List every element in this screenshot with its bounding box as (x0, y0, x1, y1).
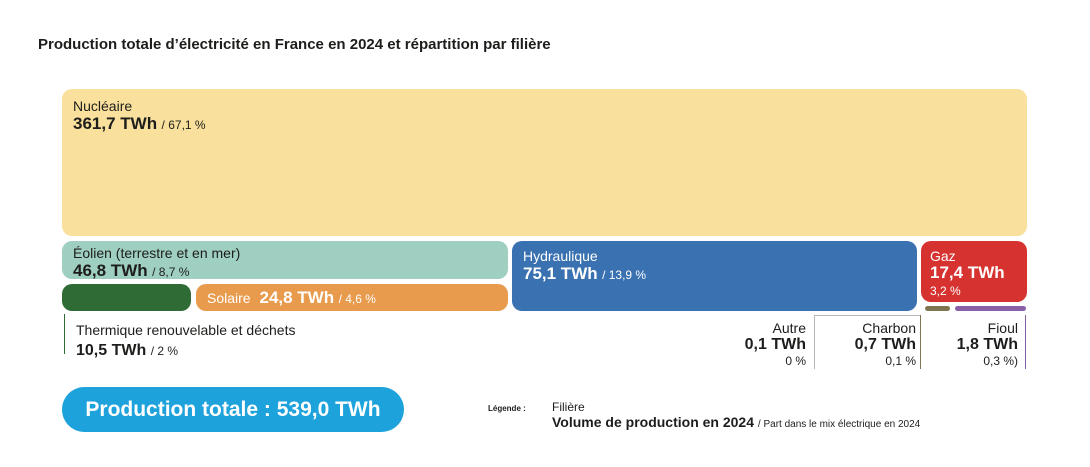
block-nucleaire: Nucléaire 361,7 TWh / 67,1 % (62, 89, 1027, 236)
legend-label: Légende : (488, 404, 526, 413)
bar-fioul (955, 306, 1026, 311)
leader-charbon-right (920, 315, 921, 369)
share-eolien: / 8,7 % (152, 265, 190, 279)
label-autre: Autre (772, 320, 806, 336)
label-gaz: Gaz (930, 248, 956, 264)
value-hydraulique: 75,1 TWh (523, 264, 598, 283)
label-solaire: Solaire (207, 290, 251, 306)
block-solaire: Solaire 24,8 TWh / 4,6 % (196, 284, 508, 311)
block-thermique (62, 284, 191, 311)
value-eolien: 46,8 TWh (73, 261, 148, 280)
leader-fioul (1025, 315, 1026, 369)
share-charbon: 0,1 % (885, 354, 916, 368)
legend-part: / Part dans le mix électrique en 2024 (757, 419, 921, 430)
label-eolien: Éolien (terrestre et en mer) (73, 245, 241, 261)
value-gaz: 17,4 TWh (930, 263, 1005, 282)
chart-title: Production totale d’électricité en Franc… (38, 36, 551, 53)
share-gaz: 3,2 % (930, 284, 961, 298)
label-hydraulique: Hydraulique (523, 248, 598, 264)
ext-autre: Autre 0,1 TWh 0 % (706, 320, 806, 368)
share-autre: 0 % (785, 354, 806, 368)
value-nucleaire: 361,7 TWh (73, 114, 158, 133)
share-hydraulique: / 13,9 % (602, 268, 647, 282)
block-hydraulique: Hydraulique 75,1 TWh / 13,9 % (512, 241, 917, 311)
block-eolien: Éolien (terrestre et en mer) 46,8 TWh / … (62, 241, 508, 280)
value-solaire: 24,8 TWh (259, 288, 335, 307)
ext-fioul: Fioul 1,8 TWh 0,3 %) (926, 320, 1018, 368)
legend-volume-line: Volume de production en 2024 / Part dans… (552, 414, 920, 430)
label-charbon: Charbon (862, 320, 916, 336)
leader-charbon-top (814, 315, 920, 316)
total-production-badge: Production totale : 539,0 TWh (62, 387, 404, 432)
label-nucleaire: Nucléaire (73, 98, 133, 114)
share-thermique: / 2 % (150, 344, 179, 358)
legend-filiere: Filière (552, 400, 585, 414)
label-thermique: Thermique renouvelable et déchets (76, 322, 296, 338)
share-fioul: 0,3 %) (983, 354, 1018, 368)
block-gaz: Gaz 17,4 TWh 3,2 % (921, 241, 1027, 302)
value-thermique: 10,5 TWh (76, 342, 147, 359)
legend-volume: Volume de production en 2024 (552, 414, 755, 430)
leader-thermique (64, 314, 65, 354)
value-charbon: 0,7 TWh (854, 336, 916, 353)
value-fioul: 1,8 TWh (956, 336, 1018, 353)
bar-charbon (925, 306, 950, 311)
ext-thermique: Thermique renouvelable et déchets 10,5 T… (76, 322, 295, 360)
label-fioul: Fioul (987, 320, 1018, 336)
ext-charbon: Charbon 0,7 TWh 0,1 % (816, 320, 916, 368)
leader-charbon-left (814, 315, 815, 369)
value-autre: 0,1 TWh (744, 336, 806, 353)
share-solaire: / 4,6 % (338, 292, 376, 306)
share-nucleaire: / 67,1 % (161, 118, 206, 132)
